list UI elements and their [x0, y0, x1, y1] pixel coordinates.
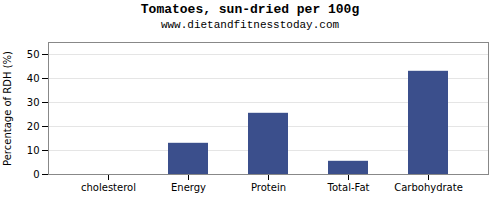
svg-text:20: 20	[27, 121, 40, 132]
svg-text:cholesterol: cholesterol	[81, 182, 136, 193]
svg-text:10: 10	[27, 145, 40, 156]
svg-text:Energy: Energy	[171, 182, 206, 193]
svg-text:Total-Fat: Total-Fat	[327, 182, 370, 193]
html-text:www.dietandfitnesstoday.com: www.dietandfitnesstoday.com	[160, 19, 340, 31]
svg-text:30: 30	[27, 97, 40, 108]
svg-text:Percentage of RDH (%): Percentage of RDH (%)	[2, 51, 13, 166]
svg-text:40: 40	[27, 73, 40, 84]
svg-text:Protein: Protein	[251, 182, 286, 193]
svg-text:Carbohydrate: Carbohydrate	[394, 182, 463, 193]
html-text:Tomatoes, sun-dried per 100g: Tomatoes, sun-dried per 100g	[140, 2, 360, 17]
svg-text:50: 50	[27, 49, 40, 60]
svg-text:0: 0	[33, 169, 39, 180]
